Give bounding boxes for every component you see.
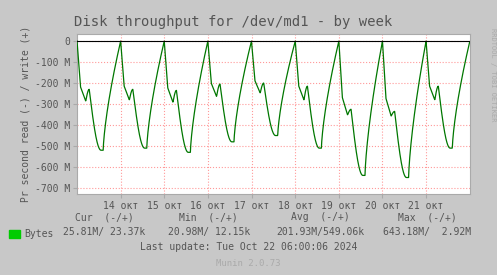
Text: 201.93M/549.06k: 201.93M/549.06k (276, 227, 365, 237)
Text: 25.81M/ 23.37k: 25.81M/ 23.37k (63, 227, 146, 237)
Text: Min  (-/+): Min (-/+) (179, 212, 238, 222)
Text: Cur  (-/+): Cur (-/+) (75, 212, 134, 222)
Text: Bytes: Bytes (24, 229, 53, 239)
Text: RRDTOOL / TOBI OETIKER: RRDTOOL / TOBI OETIKER (490, 28, 496, 121)
Text: Last update: Tue Oct 22 06:00:06 2024: Last update: Tue Oct 22 06:00:06 2024 (140, 243, 357, 252)
Text: Max  (-/+): Max (-/+) (398, 212, 457, 222)
Text: 20.98M/ 12.15k: 20.98M/ 12.15k (167, 227, 250, 237)
Y-axis label: Pr second read (-) / write (+): Pr second read (-) / write (+) (21, 26, 31, 202)
Text: Avg  (-/+): Avg (-/+) (291, 212, 350, 222)
Text: Disk throughput for /dev/md1 - by week: Disk throughput for /dev/md1 - by week (75, 15, 393, 29)
Text: Munin 2.0.73: Munin 2.0.73 (216, 259, 281, 268)
Text: 643.18M/  2.92M: 643.18M/ 2.92M (383, 227, 472, 237)
